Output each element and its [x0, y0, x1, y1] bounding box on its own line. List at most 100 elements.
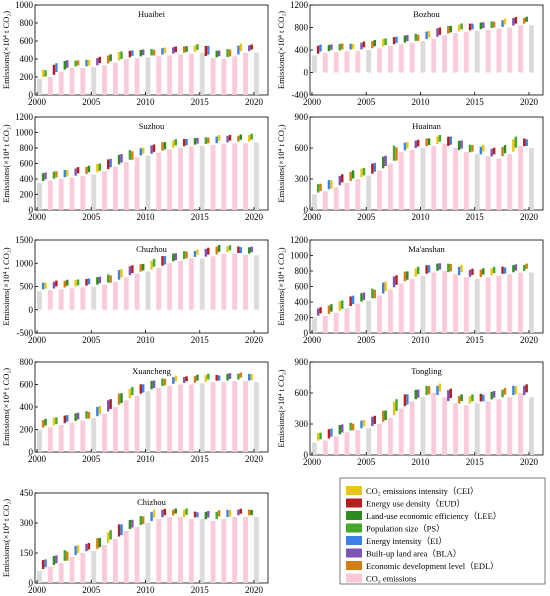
driver-bar-2014-b — [196, 512, 199, 518]
y-tick-label-400: 400 — [20, 402, 34, 412]
driver-bar-2000-b — [319, 432, 322, 440]
y-axis-label: Emissions(×10⁴ t CO₂) — [1, 124, 11, 202]
driver-bar-2001-a — [327, 305, 331, 314]
driver-bar-2003-a — [349, 43, 352, 50]
y-tick-label-1200: 1200 — [290, 235, 309, 245]
driver-bar-2013-b — [185, 46, 188, 52]
co2-bar-2010 — [145, 57, 151, 95]
driver-bar-2009-b — [141, 516, 145, 525]
y-tick-label-150: 150 — [20, 548, 34, 558]
driver-bar-2011-b — [163, 142, 167, 150]
driver-bar-2002-b — [66, 170, 69, 177]
driver-bar-2012-b — [174, 139, 177, 146]
driver-bar-2003-a — [349, 171, 352, 182]
driver-bar-2010-b — [152, 380, 156, 388]
legend-swatch-5 — [346, 548, 362, 558]
driver-bar-2018-a — [512, 139, 515, 152]
driver-bar-2017-b — [228, 49, 232, 57]
driver-bar-2015-a — [479, 393, 483, 402]
x-tick-label-2015: 2015 — [191, 454, 210, 464]
co2-bar-2005 — [91, 418, 97, 452]
driver-bar-2005-b — [373, 39, 377, 47]
co2-bar-2020 — [254, 142, 259, 210]
co2-bar-2012 — [167, 149, 173, 210]
chart-title: Huaibei — [138, 9, 166, 19]
driver-bar-2011-b — [438, 383, 442, 392]
co2-bar-2008 — [123, 277, 129, 310]
driver-bar-2018-b — [514, 136, 518, 148]
x-tick-label-2010: 2010 — [137, 212, 156, 222]
x-tick-label-2005: 2005 — [82, 335, 101, 345]
driver-bar-2018-b — [239, 372, 243, 378]
driver-bar-2010-a — [150, 512, 153, 521]
driver-bar-2017-a — [226, 246, 229, 253]
driver-bar-2007-a — [117, 393, 121, 405]
driver-bar-2005-a — [371, 288, 374, 299]
driver-bar-2001-b — [55, 63, 58, 73]
chart-xuancheng: 2000 2005 2010 2015 2020 0 200 400 600 800 Xuanche… — [1, 357, 269, 464]
driver-bar-2009-b — [141, 49, 145, 56]
y-tick-label-200: 200 — [20, 72, 34, 82]
driver-bar-2016-a — [490, 391, 493, 400]
driver-bar-2000-b — [319, 44, 322, 52]
co2-bar-2004 — [355, 430, 361, 455]
bars-group — [312, 383, 534, 455]
driver-bar-2012-a — [172, 140, 175, 148]
driver-bar-2019-b — [250, 374, 253, 380]
co2-bar-2016 — [485, 277, 491, 333]
driver-bar-2006-b — [109, 54, 112, 62]
driver-bar-2006-b — [109, 275, 112, 283]
driver-bar-2013-a — [457, 395, 461, 404]
co2-bar-2015 — [199, 519, 205, 583]
co2-bar-2009 — [409, 278, 415, 333]
chart-chizhou: 2000 2005 2010 2015 2020 0 150 300 450 Chizhou Emi… — [1, 488, 269, 595]
driver-bar-2014-b — [196, 137, 199, 144]
driver-bar-2008-a — [128, 520, 132, 529]
bars-group — [312, 16, 534, 73]
co2-bar-2014 — [463, 32, 469, 73]
co2-bar-2002 — [58, 563, 64, 583]
co2-bar-2020 — [254, 52, 259, 95]
co2-bar-2009 — [409, 42, 415, 73]
chart-title: Tongling — [411, 366, 442, 376]
driver-bar-2010-b — [427, 138, 431, 145]
driver-bar-2015-b — [482, 394, 485, 402]
driver-bar-2001-b — [55, 555, 58, 564]
driver-bar-2012-b — [449, 136, 452, 145]
driver-bar-2017-a — [226, 373, 229, 381]
co2-bar-2007 — [387, 46, 393, 73]
y-tick-label-400: 400 — [20, 174, 34, 184]
y-tick-label-450: 450 — [20, 488, 34, 498]
driver-bar-2015-a — [479, 22, 483, 30]
co2-bar-2011 — [431, 393, 437, 455]
driver-bar-2004-a — [85, 166, 88, 175]
driver-bar-2011-b — [163, 47, 167, 54]
co2-bar-2007 — [112, 539, 118, 583]
co2-bar-2005 — [366, 428, 372, 455]
co2-bar-2010 — [420, 41, 426, 73]
driver-bar-2003-a — [74, 60, 77, 67]
legend-label-2: Land-use economic efficiency（LEE） — [366, 511, 501, 521]
driver-bar-2016-a — [215, 374, 218, 381]
co2-bar-2006 — [102, 413, 107, 452]
driver-bar-2002-b — [66, 415, 69, 422]
driver-bar-2011-b — [163, 256, 167, 265]
driver-bar-2014-b — [471, 23, 474, 30]
co2-bar-2019 — [518, 145, 524, 210]
x-tick-label-2005: 2005 — [82, 454, 101, 464]
driver-bar-2008-a — [128, 388, 132, 399]
driver-bar-2016-a — [215, 136, 218, 144]
driver-bar-2002-a — [338, 43, 342, 51]
driver-bar-2001-b — [330, 304, 333, 312]
y-tick-label-1500: 1500 — [15, 235, 34, 245]
driver-bar-2018-b — [239, 134, 243, 140]
x-tick-label-2000: 2000 — [303, 457, 322, 467]
driver-bar-2005-b — [98, 163, 102, 171]
co2-bar-2017 — [221, 144, 227, 210]
co2-bar-2016 — [210, 58, 216, 95]
chart-tongling: 2000 2005 2010 2015 2020 0 300 600 900 Tongling Em… — [276, 357, 544, 467]
driver-bar-2019-a — [248, 373, 251, 381]
driver-bar-2019-a — [523, 17, 526, 24]
x-tick-label-2010: 2010 — [412, 457, 431, 467]
